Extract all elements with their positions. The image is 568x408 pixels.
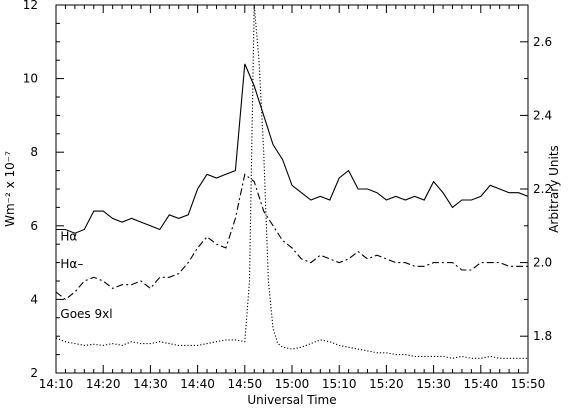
y-axis-left: 2 4 6 8 10 12 [23,0,64,380]
x-tick-label: 14:40 [180,377,215,391]
y-left-tick-label: 8 [30,145,38,159]
series-label: Hα [60,230,77,244]
x-tick-label: 15:00 [275,377,310,391]
y-right-tick-label: 2.6 [533,35,552,49]
y-axis-right-title: Arbitrary Units [547,145,561,233]
x-tick-label: 15:10 [322,377,357,391]
series-lines [55,4,529,359]
y-left-tick-label: 12 [23,0,38,12]
y-left-tick-label: 2 [30,366,38,380]
plot-frame [55,4,529,374]
x-axis: 14:10 14:20 14:30 14:40 14:50 15:00 15:10 15:20… [39,5,546,391]
x-tick-label: 14:50 [228,377,263,391]
y-axis-right: 1.8 2.0 2.2 2.4 2.6 [520,35,552,343]
y-right-tick-label: 1.8 [533,329,552,343]
x-tick-label: 15:40 [464,377,499,391]
y-right-tick-label: 2.0 [533,256,552,270]
series-label: Goes 9xl [60,307,112,321]
y-axis-left-title: Wm⁻² x 10⁻⁷ [3,151,17,227]
y-right-tick-label: 2.2 [533,182,552,196]
x-tick-label: 15:20 [369,377,404,391]
series-line-solid [56,63,529,234]
series-label: Hα– [60,257,83,271]
y-right-tick-label: 2.4 [533,108,552,122]
series-labels: Hα Hα– Goes 9xl [60,230,112,321]
series-line-dashdot [55,173,528,301]
y-left-tick-label: 10 [23,72,38,86]
x-tick-label: 14:30 [133,377,168,391]
x-tick-label: 14:10 [39,377,74,391]
x-tick-label: 15:30 [416,377,451,391]
x-tick-label: 15:50 [511,377,546,391]
x-tick-label: 14:20 [86,377,121,391]
y-left-tick-label: 4 [30,292,38,306]
x-axis-title: Universal Time [247,393,336,407]
series-line-dotted [55,4,528,359]
y-left-tick-label: 6 [30,219,38,233]
